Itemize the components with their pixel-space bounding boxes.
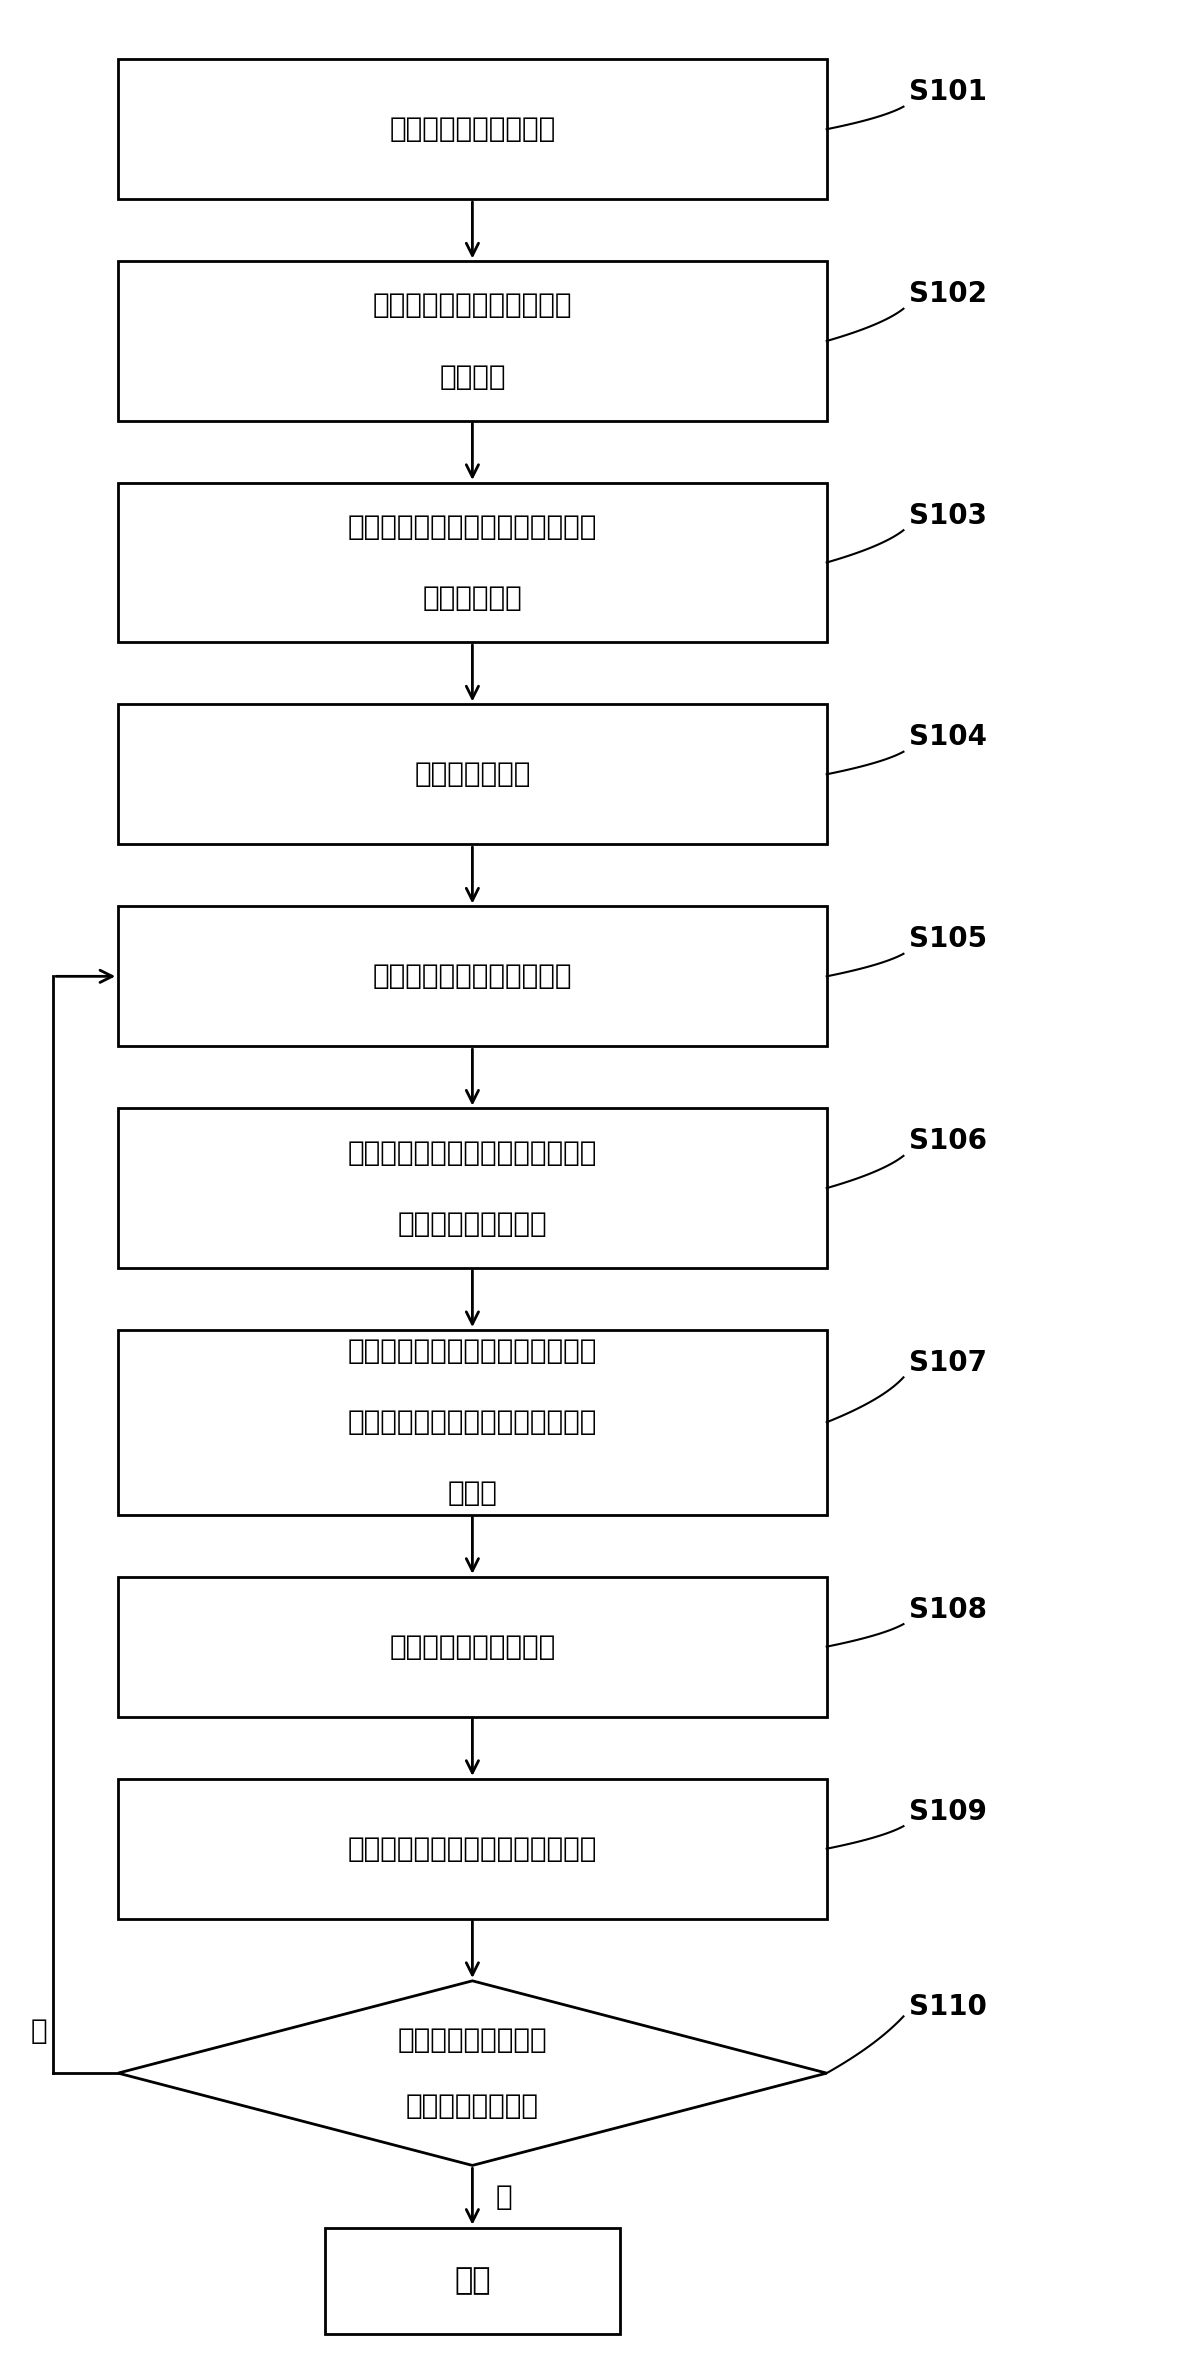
Text: 将电子皮带秤清理干净: 将电子皮带秤清理干净 [390,116,555,142]
Text: 重新获取物料的称量值: 重新获取物料的称量值 [390,1633,555,1661]
Text: S101: S101 [909,78,987,107]
Text: 带载情况下计算秤体误差值: 带载情况下计算秤体误差值 [373,962,572,991]
Bar [118,1330,827,1514]
Text: S108: S108 [909,1595,987,1623]
Bar [118,1109,827,1268]
Text: 标定秤体皮重值: 标定秤体皮重值 [415,761,530,789]
Text: 满足预定要求: 满足预定要求 [423,583,522,611]
Text: 调节压力传感器的电压信号以使其: 调节压力传感器的电压信号以使其 [347,512,598,540]
Bar [118,59,827,199]
Text: 正系数，确定新的称量修正系数，: 正系数，确定新的称量修正系数， [347,1408,598,1436]
Polygon shape [118,1981,827,2166]
Text: S102: S102 [909,280,987,308]
Bar [118,704,827,844]
Text: 根据秤体平均误差值和原始称量修: 根据秤体平均误差值和原始称量修 [347,1337,598,1365]
Text: S109: S109 [909,1799,987,1825]
Bar [118,905,827,1045]
Text: 将电子皮带秤的秤体调水平: 将电子皮带秤的秤体调水平 [373,292,572,320]
Text: 称量误差是否在称量: 称量误差是否在称量 [398,2026,547,2055]
Text: S106: S106 [909,1128,987,1157]
Text: S105: S105 [909,924,987,953]
Text: 是: 是 [496,2183,513,2211]
Bar [325,2228,620,2334]
Text: 计算校准后电子皮带秤的称量误差: 计算校准后电子皮带秤的称量误差 [347,1834,598,1863]
Text: 多次测量获得多个秤体误差值，并: 多次测量获得多个秤体误差值，并 [347,1138,598,1166]
Text: 结束: 结束 [455,2266,490,2297]
Text: 且无跑偏: 且无跑偏 [439,363,505,391]
Text: 误差控制范围内？: 误差控制范围内？ [406,2093,539,2121]
Text: S110: S110 [909,1993,987,2022]
Text: 否: 否 [31,2017,47,2045]
Bar [118,1780,827,1920]
Text: S107: S107 [909,1349,987,1377]
Text: S104: S104 [909,723,987,751]
Text: 并校准: 并校准 [448,1479,497,1507]
Bar [118,483,827,642]
Bar [118,1576,827,1716]
Bar [118,261,827,419]
Text: 计算秤体平均误差值: 计算秤体平均误差值 [398,1209,547,1237]
Text: S103: S103 [909,502,987,531]
